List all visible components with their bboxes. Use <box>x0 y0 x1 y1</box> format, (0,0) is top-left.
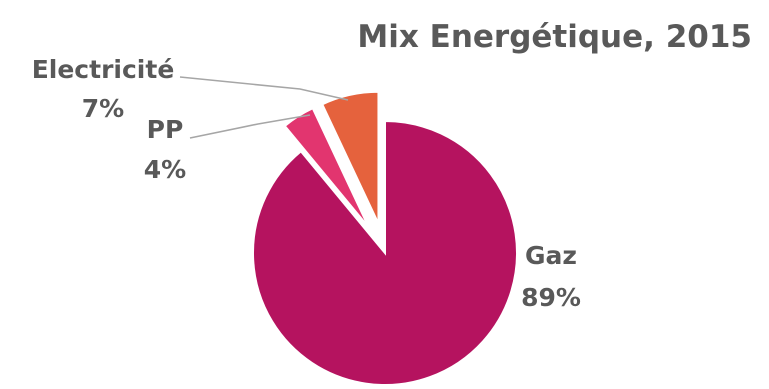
slice-label-electricite-value: 7% <box>82 94 124 123</box>
chart-title: Mix Energétique, 2015 <box>357 19 752 55</box>
slice-label-electricite-name: Electricité <box>32 55 175 84</box>
pie-slices <box>252 90 518 386</box>
slice-labels: Gaz 89% PP 4% Electricité 7% <box>32 55 581 312</box>
slice-label-pp-value: 4% <box>144 155 186 184</box>
pie-slice-pp <box>283 106 370 229</box>
leader-line-pp <box>189 114 311 139</box>
pie-slice-gaz <box>252 119 518 386</box>
pie-slice-electricite <box>320 90 380 225</box>
leader-line-electricite <box>179 76 349 101</box>
slice-label-pp-name: PP <box>147 115 184 144</box>
slice-label-gaz-name: Gaz <box>525 241 577 270</box>
slice-label-gaz-value: 89% <box>521 283 581 312</box>
leader-lines <box>179 76 349 139</box>
